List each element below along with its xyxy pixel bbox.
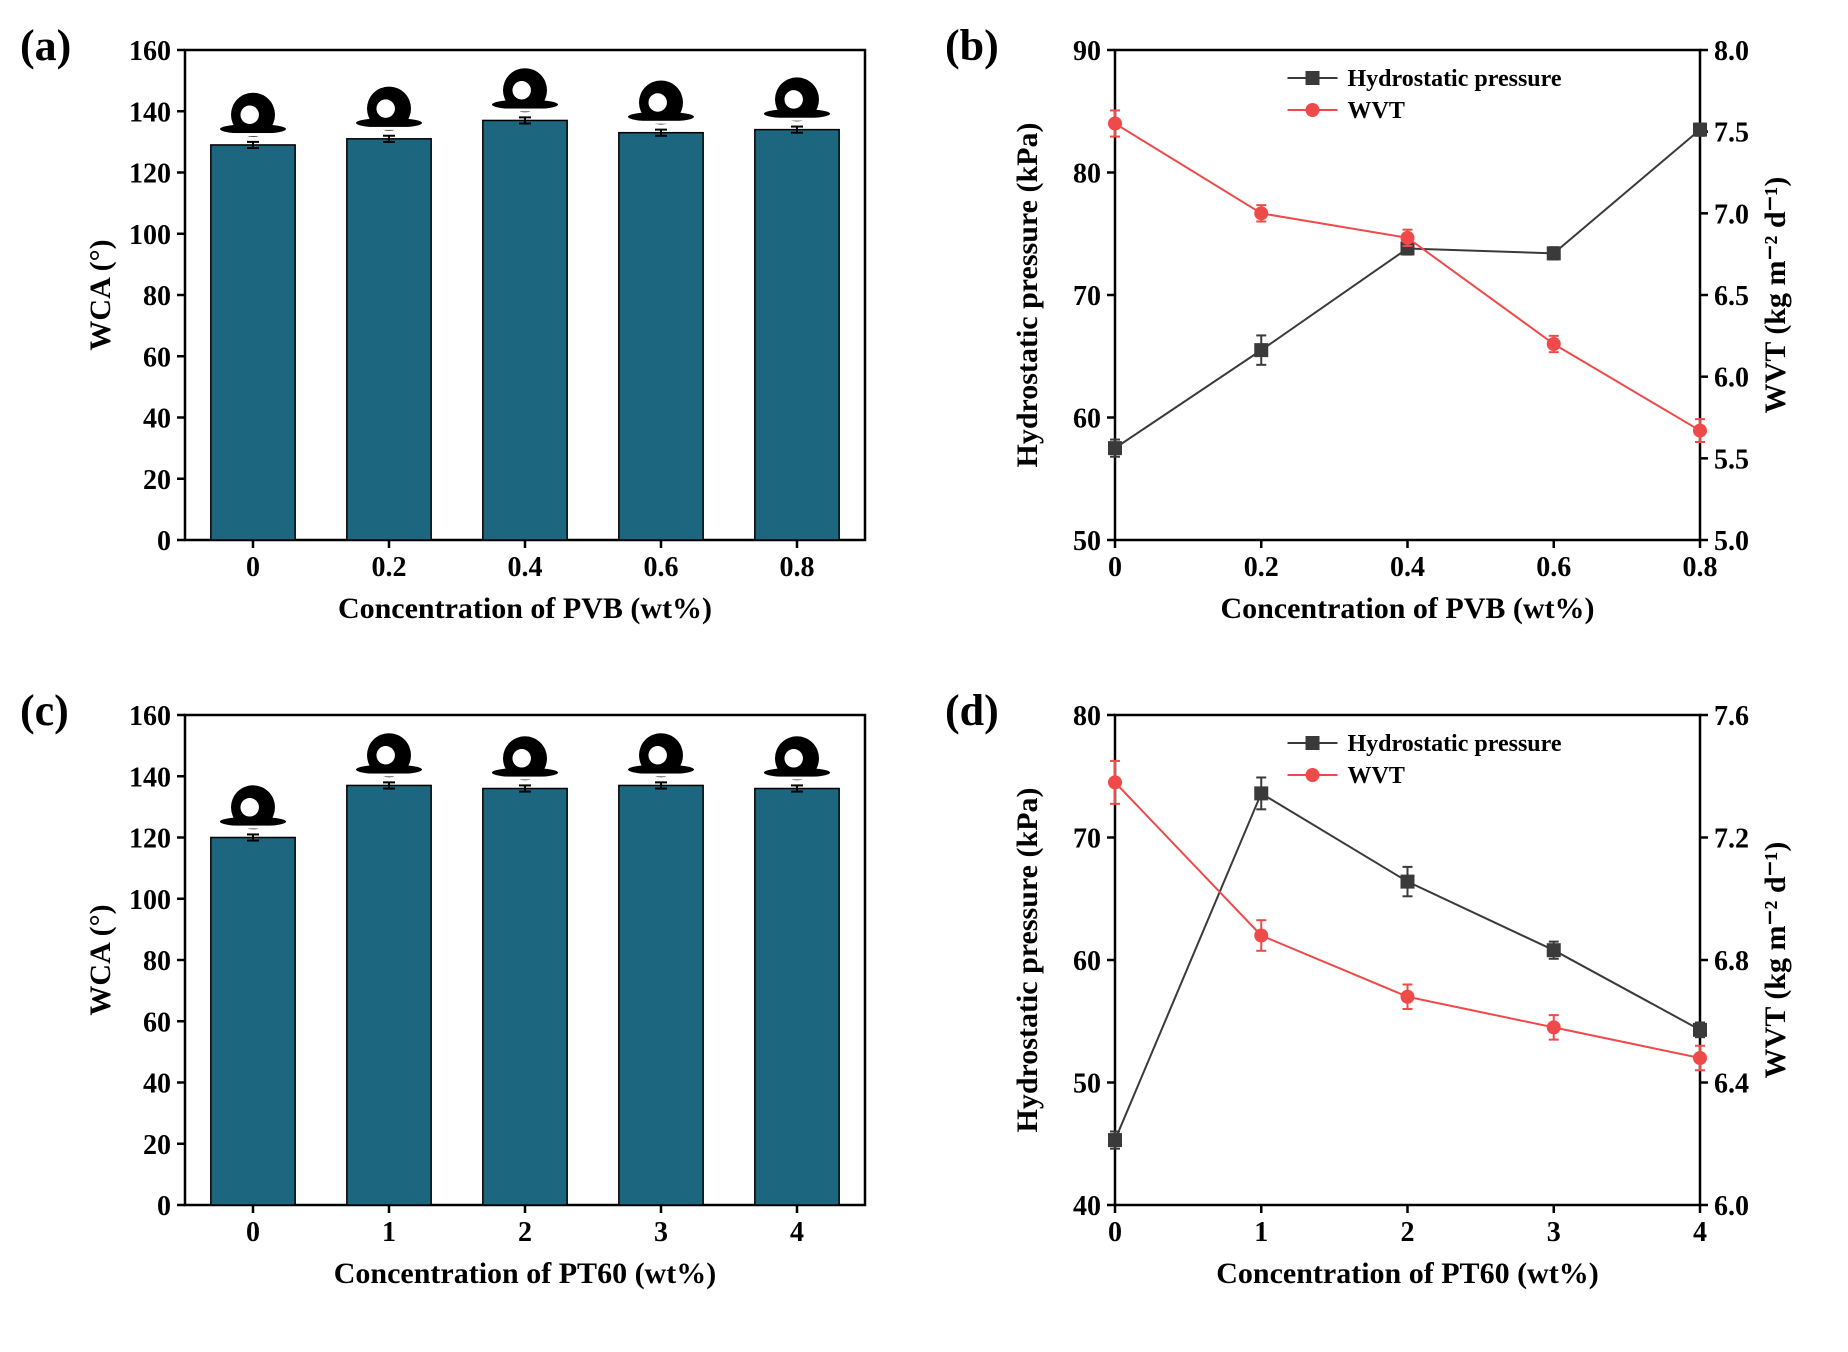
svg-text:WCA (°): WCA (°): [84, 904, 117, 1015]
svg-text:6.0: 6.0: [1714, 1191, 1749, 1222]
svg-text:50: 50: [1073, 526, 1101, 557]
svg-text:0.8: 0.8: [1683, 552, 1718, 583]
svg-text:20: 20: [143, 465, 171, 496]
svg-text:7.5: 7.5: [1714, 118, 1749, 149]
panel-d: (d) 40 50 60 70 80 6.0 6.4 6.8 7.2 7.6 0 1 2 3 4 Hydros…: [945, 685, 1820, 1320]
svg-text:6.0: 6.0: [1714, 363, 1749, 394]
svg-text:7.6: 7.6: [1714, 701, 1749, 732]
svg-text:0.2: 0.2: [1244, 552, 1279, 583]
plot-d: 40 50 60 70 80 6.0 6.4 6.8 7.2 7.6 0 1 2 3 4 Hydrostati…: [1005, 695, 1810, 1320]
svg-text:0: 0: [1108, 1217, 1122, 1248]
svg-text:WVT (kg m⁻² d⁻¹): WVT (kg m⁻² d⁻¹): [1759, 177, 1792, 414]
panel-b: (b) 50 60 70 80 90 5.0 5.5 6.0 6.5 7.0 7.5 8.0 0 0.2 0…: [945, 20, 1820, 655]
svg-text:4: 4: [790, 1217, 804, 1248]
svg-text:80: 80: [143, 281, 171, 312]
svg-text:160: 160: [129, 701, 171, 732]
svg-text:70: 70: [1073, 824, 1101, 855]
svg-text:7.0: 7.0: [1714, 199, 1749, 230]
svg-text:140: 140: [129, 97, 171, 128]
panel-a: (a) 020406080100120140160WCA (°)00.20.40…: [20, 20, 895, 655]
svg-text:5.0: 5.0: [1714, 526, 1749, 557]
svg-text:2: 2: [1401, 1217, 1415, 1248]
panel-label-a: (a): [20, 20, 71, 71]
svg-text:7.2: 7.2: [1714, 824, 1749, 855]
svg-text:160: 160: [129, 36, 171, 67]
svg-text:6.4: 6.4: [1714, 1069, 1749, 1100]
svg-text:90: 90: [1073, 36, 1101, 67]
svg-text:80: 80: [1073, 701, 1101, 732]
svg-text:40: 40: [1073, 1191, 1101, 1222]
panel-label-c: (c): [20, 685, 69, 736]
svg-text:100: 100: [129, 885, 171, 916]
svg-text:120: 120: [129, 824, 171, 855]
svg-text:70: 70: [1073, 281, 1101, 312]
svg-text:60: 60: [1073, 946, 1101, 977]
svg-text:WVT: WVT: [1348, 98, 1405, 124]
svg-text:0.2: 0.2: [372, 552, 407, 583]
svg-text:WVT: WVT: [1348, 763, 1405, 789]
svg-text:0.4: 0.4: [508, 552, 543, 583]
svg-text:0: 0: [1108, 552, 1122, 583]
svg-text:1: 1: [382, 1217, 396, 1248]
svg-text:60: 60: [143, 1007, 171, 1038]
svg-text:60: 60: [143, 342, 171, 373]
svg-text:80: 80: [1073, 159, 1101, 190]
svg-text:80: 80: [143, 946, 171, 977]
svg-text:0.6: 0.6: [644, 552, 679, 583]
svg-text:2: 2: [518, 1217, 532, 1248]
panel-label-b: (b): [945, 20, 999, 71]
svg-text:Concentration of PT60 (wt%): Concentration of PT60 (wt%): [1216, 1257, 1598, 1290]
svg-text:Hydrostatic pressure: Hydrostatic pressure: [1348, 66, 1562, 92]
figure-grid: (a) 020406080100120140160WCA (°)00.20.40…: [20, 20, 1820, 1320]
svg-text:100: 100: [129, 220, 171, 251]
svg-text:Concentration of PT60 (wt%): Concentration of PT60 (wt%): [334, 1257, 716, 1290]
svg-text:120: 120: [129, 159, 171, 190]
svg-text:0.8: 0.8: [780, 552, 815, 583]
svg-text:1: 1: [1254, 1217, 1268, 1248]
svg-text:6.8: 6.8: [1714, 946, 1749, 977]
svg-text:0: 0: [246, 1217, 260, 1248]
svg-text:Hydrostatic pressure (kPa): Hydrostatic pressure (kPa): [1011, 788, 1044, 1133]
svg-text:0: 0: [157, 1191, 171, 1222]
panel-c: (c) 0 20 40 60 80 100 120 140 160 WCA (°) 0 1 2 3 4 Con…: [20, 685, 895, 1320]
svg-text:Hydrostatic pressure (kPa): Hydrostatic pressure (kPa): [1011, 123, 1044, 468]
svg-text:Hydrostatic pressure: Hydrostatic pressure: [1348, 731, 1562, 757]
svg-text:40: 40: [143, 404, 171, 435]
svg-text:Concentration of PVB (wt%): Concentration of PVB (wt%): [338, 592, 712, 625]
svg-text:0: 0: [157, 526, 171, 557]
svg-text:0.6: 0.6: [1536, 552, 1571, 583]
svg-text:0: 0: [246, 552, 260, 583]
panel-label-d: (d): [945, 685, 999, 736]
svg-text:140: 140: [129, 762, 171, 793]
svg-text:8.0: 8.0: [1714, 36, 1749, 67]
svg-text:40: 40: [143, 1069, 171, 1100]
svg-text:6.5: 6.5: [1714, 281, 1749, 312]
svg-text:20: 20: [143, 1130, 171, 1161]
svg-text:WCA (°): WCA (°): [84, 239, 117, 350]
svg-text:50: 50: [1073, 1069, 1101, 1100]
svg-text:4: 4: [1693, 1217, 1707, 1248]
svg-text:Concentration of PVB (wt%): Concentration of PVB (wt%): [1220, 592, 1594, 625]
svg-text:60: 60: [1073, 404, 1101, 435]
plot-c: 0 20 40 60 80 100 120 140 160 WCA (°) 0 1 2 3 4 Concent…: [80, 695, 885, 1320]
plot-b: 50 60 70 80 90 5.0 5.5 6.0 6.5 7.0 7.5 8.0 0 0.2 0.4 0.…: [1005, 30, 1810, 655]
plot-a: 0 20 40 60 80 100 120 140 160 WCA (°) 0 0.2 0.4 0.6 0.…: [80, 30, 885, 655]
svg-text:5.5: 5.5: [1714, 444, 1749, 475]
svg-text:WVT (kg m⁻² d⁻¹): WVT (kg m⁻² d⁻¹): [1759, 842, 1792, 1079]
svg-text:3: 3: [1547, 1217, 1561, 1248]
svg-text:0.4: 0.4: [1390, 552, 1425, 583]
svg-text:3: 3: [654, 1217, 668, 1248]
